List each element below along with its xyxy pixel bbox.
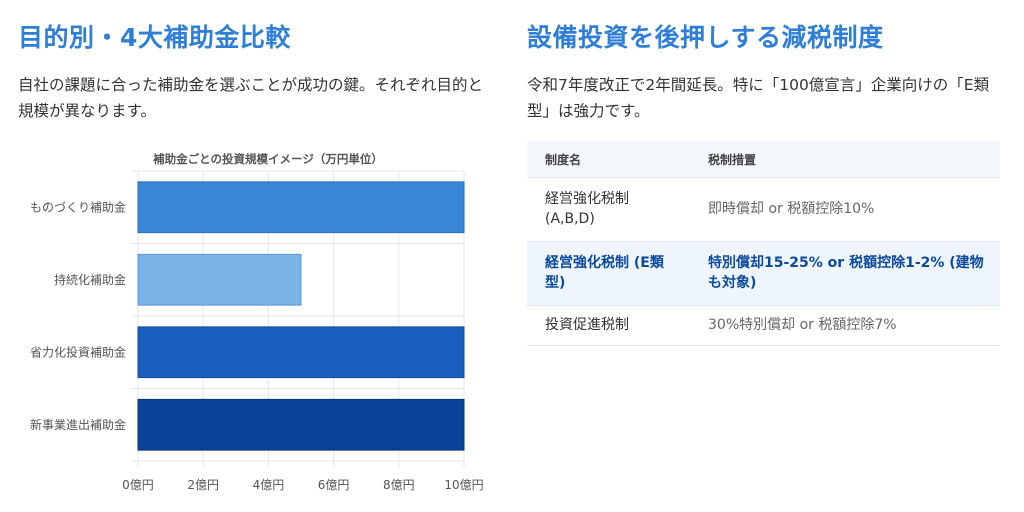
- system-name-cell: 投資促進税制: [527, 305, 690, 346]
- investment-scale-chart: 補助金ごとの投資規模イメージ（万円単位） ものづくり補助金持続化補助金省力化投資…: [30, 152, 484, 492]
- category-label: 持続化補助金: [54, 272, 126, 287]
- bar-4: [137, 398, 465, 451]
- category-label: ものづくり補助金: [30, 199, 126, 214]
- system-name-cell: 経営強化税制 (A,B,D): [527, 177, 690, 242]
- column-header-measure: 税制措置: [690, 142, 1000, 178]
- category-label: 省力化投資補助金: [30, 344, 126, 359]
- x-tick-label: 6億円: [318, 478, 350, 492]
- tax-measure-cell: 30%特別償却 or 税額控除7%: [690, 305, 1000, 346]
- chart-title: 補助金ごとの投資規模イメージ（万円単位）: [152, 152, 383, 166]
- subsidy-lead-text: 自社の課題に合った補助金を選ぶことが成功の鍵。それぞれ目的と規模が異なります。: [18, 76, 484, 120]
- table-row-highlighted: 経営強化税制 (E類型) 特別償却15-25% or 税額控除1-2% (建物も…: [527, 241, 1000, 306]
- x-tick-label: 10億円: [444, 478, 483, 492]
- bar-3: [137, 326, 465, 379]
- bar-1: [137, 181, 465, 234]
- x-tick-label: 4億円: [253, 478, 285, 492]
- tax-measure-cell: 特別償却15-25% or 税額控除1-2% (建物も対象): [690, 241, 1000, 306]
- column-header-system: 制度名: [527, 142, 690, 178]
- chart-bars: [137, 181, 465, 451]
- x-tick-label: 8億円: [383, 478, 415, 492]
- tax-lead-text: 令和7年度改正で2年間延長。特に「100億宣言」企業向けの「E類型」は強力です。: [527, 76, 990, 120]
- tax-incentive-table: 制度名 税制措置 経営強化税制 (A,B,D) 即時償却 or 税額控除10% …: [527, 142, 1000, 346]
- table-row: 経営強化税制 (A,B,D) 即時償却 or 税額控除10%: [527, 177, 1000, 242]
- bar-2: [137, 253, 302, 306]
- table-header-row: 制度名 税制措置: [527, 142, 1000, 178]
- category-label: 新事業進出補助金: [30, 417, 126, 432]
- system-name-cell: 経営強化税制 (E類型): [527, 241, 690, 306]
- tax-heading: 設備投資を後押しする減税制度: [527, 23, 884, 52]
- tax-measure-cell: 即時償却 or 税額控除10%: [690, 177, 1000, 242]
- chart-x-tick-labels: 0億円 2億円 4億円 6億円 8億円 10億円: [122, 478, 483, 492]
- x-tick-label: 2億円: [187, 478, 219, 492]
- table-row: 投資促進税制 30%特別償却 or 税額控除7%: [527, 305, 1000, 346]
- x-tick-label: 0億円: [122, 478, 154, 492]
- subsidy-heading: 目的別・4大補助金比較: [18, 23, 291, 52]
